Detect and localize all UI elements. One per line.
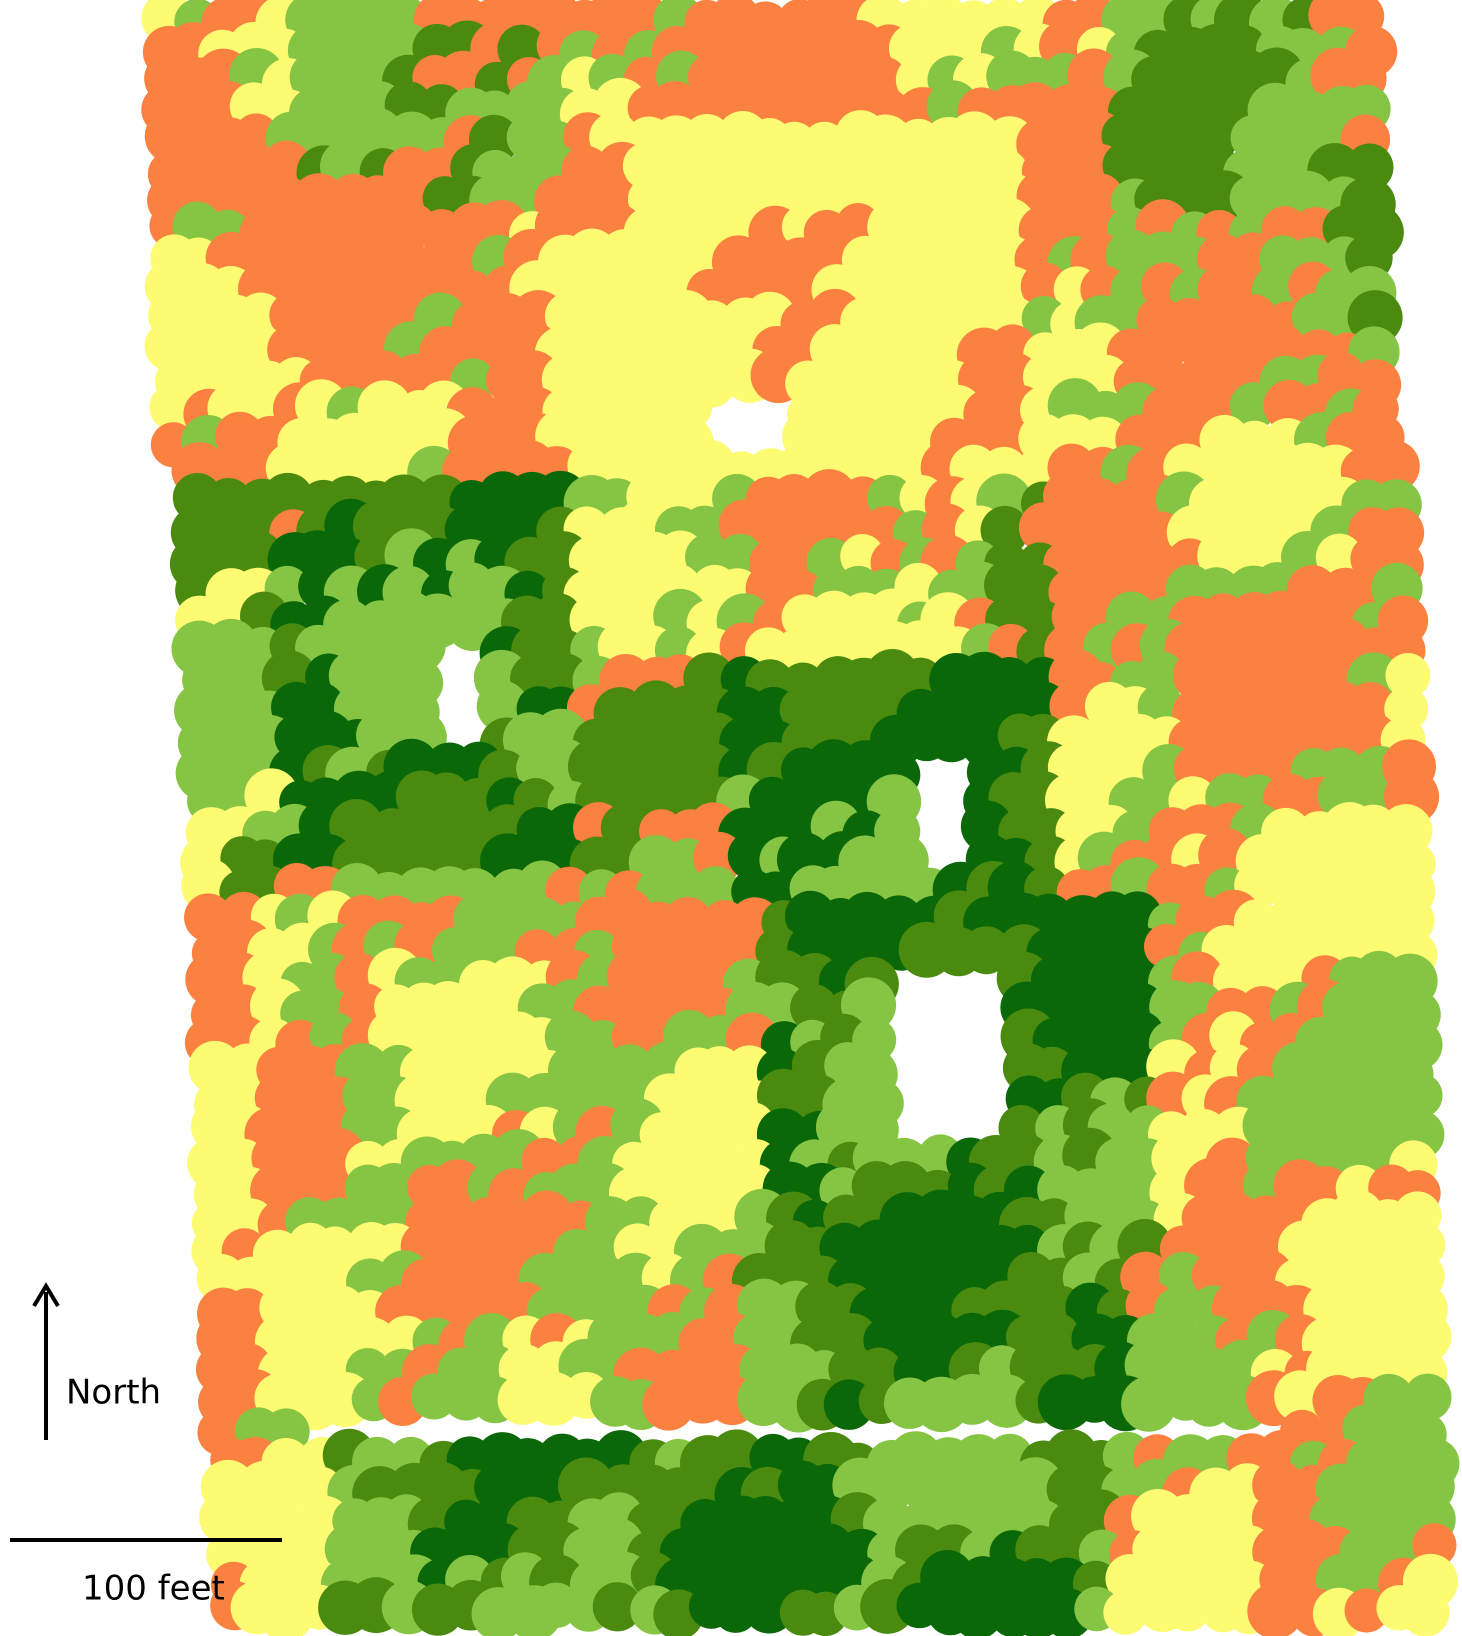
scale-label: 100 feet [82,1569,225,1609]
north-label: North [66,1373,161,1413]
page: {"north_label": "North", "scale_label": … [0,0,1462,1636]
map-cell [1401,1588,1450,1636]
yield-map: North 100 feet [0,0,1462,1636]
map-cells [141,0,1459,1636]
